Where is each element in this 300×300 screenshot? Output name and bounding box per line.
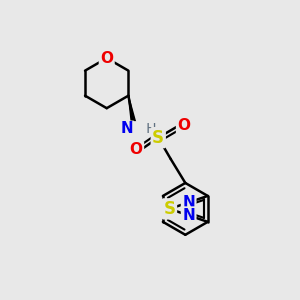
- Text: S: S: [164, 200, 175, 218]
- Text: H: H: [133, 122, 157, 136]
- Text: N: N: [121, 121, 133, 136]
- Text: O: O: [100, 51, 113, 66]
- Text: O: O: [177, 118, 190, 133]
- Text: O: O: [130, 142, 143, 158]
- Text: N: N: [182, 195, 195, 210]
- Text: N: N: [182, 208, 195, 223]
- Text: S: S: [152, 129, 164, 147]
- Polygon shape: [128, 96, 137, 129]
